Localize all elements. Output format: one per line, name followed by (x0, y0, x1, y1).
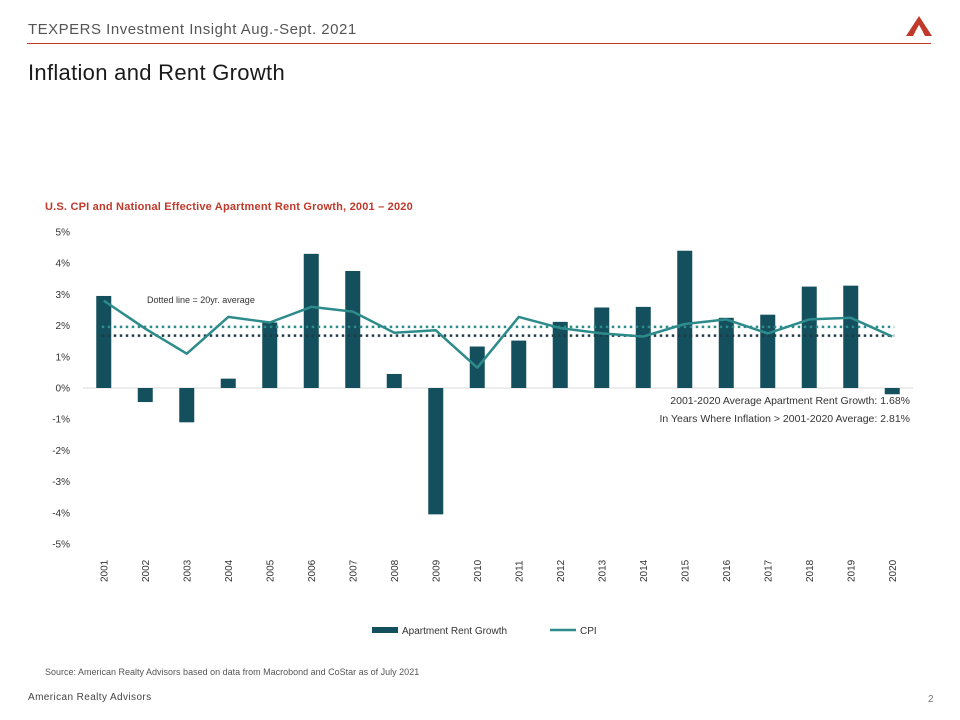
x-tick-label: 2016 (722, 559, 733, 582)
x-tick-label: 2007 (348, 559, 359, 582)
bar-apartment-rent-growth (262, 322, 278, 388)
source-note: Source: American Realty Advisors based o… (45, 667, 420, 677)
x-tick-label: 2009 (431, 559, 442, 582)
bar-apartment-rent-growth (220, 378, 236, 388)
y-tick-label: 5% (56, 228, 71, 239)
x-tick-label: 2003 (182, 559, 193, 582)
legend-label: CPI (580, 626, 597, 637)
bar-apartment-rent-growth (96, 295, 112, 388)
bar-apartment-rent-growth (552, 321, 568, 388)
x-tick-label: 2017 (763, 559, 774, 582)
bar-apartment-rent-growth (677, 250, 693, 388)
x-tick-label: 2012 (556, 559, 567, 582)
y-tick-label: 4% (56, 259, 71, 270)
page-title: Inflation and Rent Growth (28, 60, 285, 85)
x-tick-label: 2010 (473, 559, 484, 582)
bar-apartment-rent-growth (594, 307, 610, 388)
dotted-line-note: Dotted line = 20yr. average (147, 295, 255, 305)
ara-logo-icon (906, 16, 932, 36)
footer-company: American Realty Advisors (28, 692, 152, 703)
bar-apartment-rent-growth (635, 306, 651, 388)
y-tick-label: 1% (56, 352, 71, 363)
y-tick-label: 3% (56, 290, 71, 301)
x-tick-label: 2011 (514, 560, 525, 582)
bar-apartment-rent-growth (303, 253, 319, 388)
y-tick-label: 0% (56, 384, 71, 395)
y-tick-label: -2% (52, 446, 70, 457)
header-text: TEXPERS Investment Insight Aug.-Sept. 20… (28, 21, 357, 38)
header-rule (27, 43, 931, 44)
bar-apartment-rent-growth (428, 388, 444, 515)
page-number: 2 (928, 694, 934, 705)
x-tick-label: 2020 (888, 559, 899, 582)
bar-apartment-rent-growth (345, 271, 361, 388)
average-annotation: In Years Where Inflation > 2001-2020 Ave… (659, 413, 910, 425)
bar-apartment-rent-growth (843, 285, 859, 388)
x-tick-label: 2015 (680, 559, 691, 582)
bar-apartment-rent-growth (718, 317, 734, 388)
y-tick-label: 2% (56, 321, 71, 332)
y-tick-label: -4% (52, 508, 70, 519)
x-tick-label: 2004 (224, 559, 235, 582)
bar-apartment-rent-growth (179, 388, 195, 423)
x-tick-label: 2002 (141, 559, 152, 582)
bar-apartment-rent-growth (511, 340, 527, 388)
bar-apartment-rent-growth (884, 388, 900, 395)
bar-apartment-rent-growth (386, 373, 402, 388)
y-tick-label: -1% (52, 415, 70, 426)
x-tick-label: 2014 (639, 559, 650, 582)
bar-apartment-rent-growth (801, 286, 817, 388)
y-tick-label: -3% (52, 477, 70, 488)
x-tick-label: 2013 (597, 559, 608, 582)
cpi-line (103, 299, 893, 369)
average-annotation: 2001-2020 Average Apartment Rent Growth:… (670, 395, 910, 407)
bar-apartment-rent-growth (137, 388, 153, 403)
legend-label: Apartment Rent Growth (402, 626, 507, 637)
y-tick-label: -5% (52, 540, 70, 551)
x-tick-label: 2006 (307, 559, 318, 582)
chart-title: U.S. CPI and National Effective Apartmen… (45, 201, 413, 213)
x-tick-label: 2005 (265, 559, 276, 582)
x-tick-label: 2018 (805, 559, 816, 582)
x-tick-label: 2001 (99, 559, 110, 582)
x-tick-label: 2019 (846, 559, 857, 582)
legend-swatch-bar (372, 627, 398, 633)
x-tick-label: 2008 (390, 559, 401, 582)
